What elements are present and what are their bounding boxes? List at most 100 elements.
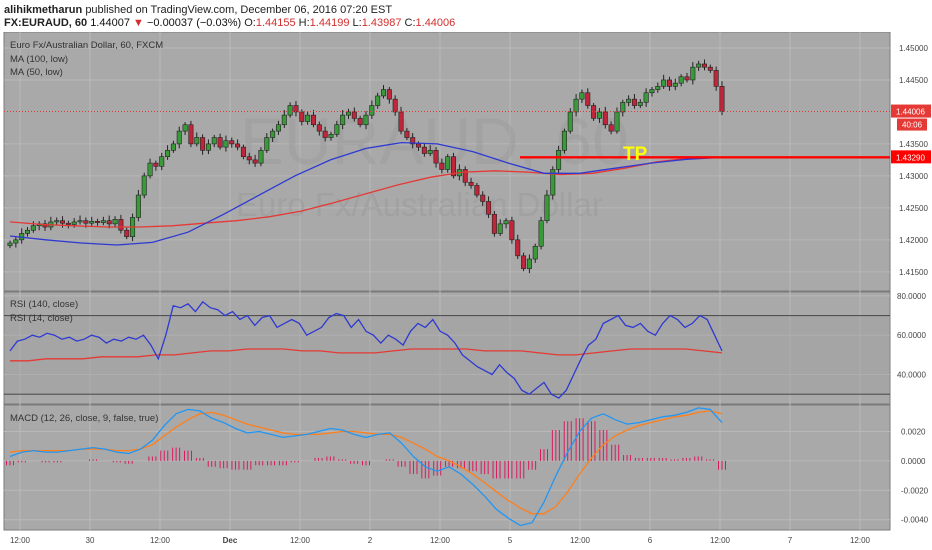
candle — [649, 86, 655, 97]
macd-line — [9, 407, 723, 527]
candle — [334, 120, 340, 137]
candle — [100, 216, 106, 226]
candle-body — [147, 162, 153, 177]
candle-body — [165, 150, 171, 158]
price-tick-label: 1.44500 — [899, 76, 928, 85]
close-label: C: — [404, 17, 416, 29]
candle-body — [281, 114, 287, 126]
candle — [357, 115, 363, 128]
candle-body — [194, 137, 200, 145]
candle — [713, 66, 719, 91]
candle-body — [626, 98, 632, 103]
candle — [89, 216, 95, 228]
close-value: 1.44006 — [415, 17, 456, 29]
candle-body — [538, 220, 544, 247]
candle — [643, 88, 649, 107]
high-label: H: — [298, 17, 310, 29]
candle — [445, 154, 451, 173]
candle-body — [340, 114, 346, 126]
candle — [275, 120, 281, 135]
candle-body — [305, 114, 311, 122]
candle-body — [264, 137, 270, 151]
candle-body — [246, 156, 252, 161]
candle — [194, 132, 200, 147]
candle — [491, 211, 497, 237]
candle-body — [30, 225, 36, 231]
candle — [141, 172, 147, 199]
candle-body — [229, 140, 235, 145]
candle-body — [421, 146, 427, 154]
macd-legend: MACD (12, 26, close, 9, false, true) — [10, 413, 158, 424]
candle — [328, 131, 334, 141]
candle — [596, 108, 602, 123]
candle-body — [240, 146, 246, 158]
candle-body — [696, 63, 702, 68]
candle — [264, 133, 270, 153]
time-tick-label: 12:00 — [150, 536, 171, 545]
candle — [655, 82, 661, 93]
low-value: 1.43987 — [361, 17, 402, 29]
candle-body — [427, 150, 433, 154]
candle-body — [89, 220, 95, 224]
candle-body — [672, 82, 678, 87]
candle — [381, 85, 387, 99]
candle — [310, 110, 316, 128]
candle — [211, 134, 217, 148]
price-tick-label: 1.43000 — [899, 172, 928, 181]
time-tick-label: 30 — [86, 536, 95, 545]
candle-body — [293, 105, 299, 113]
candle-body — [620, 102, 626, 113]
candle — [719, 81, 725, 116]
open-value: 1.44155 — [255, 17, 296, 29]
candle-body — [690, 66, 696, 81]
candle-body — [404, 130, 410, 138]
candle — [351, 107, 357, 122]
candle-body — [509, 220, 515, 241]
ma50-line — [9, 141, 723, 246]
candle — [25, 227, 31, 237]
time-axis[interactable] — [4, 530, 890, 550]
candle-body — [124, 229, 130, 237]
rsi-tick-label: 60.0000 — [897, 331, 926, 340]
candle — [608, 121, 614, 135]
candle-body — [713, 70, 719, 87]
last-price-badge — [891, 104, 931, 118]
candle-body — [684, 76, 690, 81]
down-arrow-icon: ▼ — [133, 17, 144, 29]
macd-tick-label: 0.0020 — [901, 427, 926, 436]
rsi-pane[interactable] — [3, 291, 891, 405]
candle — [579, 89, 585, 103]
time-tick-label: 6 — [648, 536, 653, 545]
candle — [270, 128, 276, 142]
candle — [684, 72, 690, 83]
candle — [340, 110, 346, 130]
candle — [637, 99, 643, 109]
candle — [246, 152, 252, 165]
candle-body — [579, 92, 585, 100]
candle — [392, 95, 398, 116]
candle-body — [65, 222, 71, 225]
macd-tick-label: 0.0000 — [901, 457, 926, 466]
candle-body — [95, 220, 101, 223]
candle-body — [445, 156, 451, 170]
candle — [182, 122, 188, 135]
candle-body — [666, 79, 672, 87]
candle-body — [439, 162, 445, 170]
rsi140-legend: RSI (140, close) — [10, 299, 78, 310]
candle-body — [596, 111, 602, 119]
time-tick-label: 12:00 — [10, 536, 31, 545]
author-link[interactable]: alihikmetharun — [4, 4, 83, 16]
chart-canvas[interactable]: EURAUD, 60 Euro Fx/Australian Dollar Eur… — [0, 32, 932, 550]
candle — [462, 166, 468, 187]
candle-body — [270, 130, 276, 138]
candle-body — [211, 137, 217, 145]
candle-body — [480, 194, 486, 202]
candle — [322, 126, 328, 142]
candle — [386, 86, 392, 104]
candle — [106, 215, 112, 229]
time-tick-label: 12:00 — [850, 536, 871, 545]
time-tick-label: 12:00 — [570, 536, 591, 545]
candle-body — [544, 194, 550, 221]
candle-body — [258, 150, 264, 164]
